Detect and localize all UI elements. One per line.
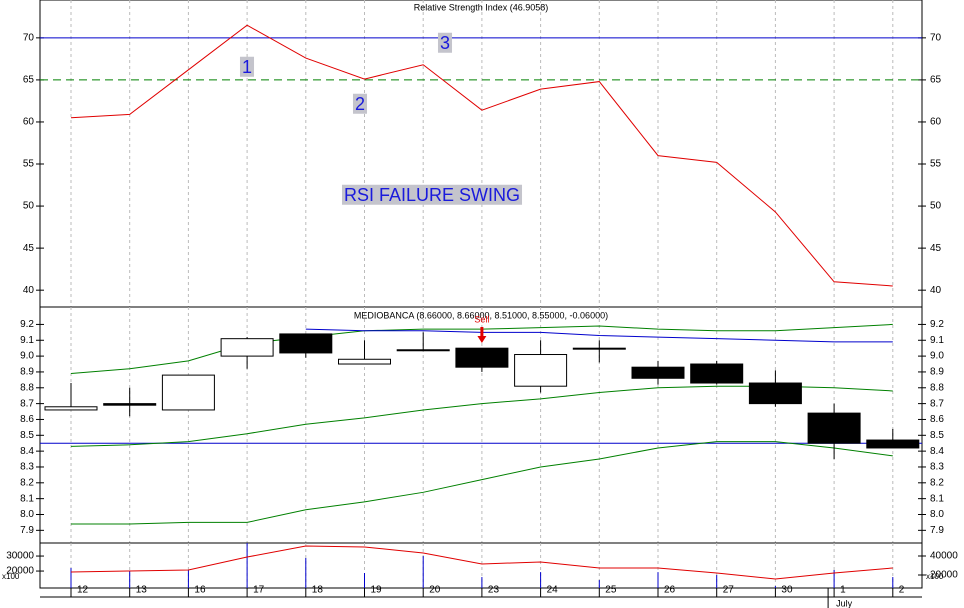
y-tick-label: 55 xyxy=(930,159,942,170)
y-tick-label: 8.4 xyxy=(930,446,944,457)
y-tick-label: 7.9 xyxy=(930,525,944,536)
y-tick-label: 8.5 xyxy=(20,430,34,441)
x-tick-label: 17 xyxy=(253,585,265,596)
y-tick-label: 8.7 xyxy=(20,398,34,409)
x-tick-label: 16 xyxy=(194,585,206,596)
y-tick-label: 8.7 xyxy=(930,398,944,409)
y-tick-label: 20000 xyxy=(6,566,34,577)
x-tick-label: 27 xyxy=(723,585,735,596)
y-unit: x100 xyxy=(2,572,20,581)
month-label: July xyxy=(836,598,853,608)
y-tick-label: 50 xyxy=(23,201,35,212)
annotation: RSI FAILURE SWING xyxy=(344,185,520,205)
candle-body xyxy=(455,347,509,368)
y-tick-label: 8.0 xyxy=(20,509,34,520)
candle-body xyxy=(514,354,568,387)
annotation: 3 xyxy=(440,33,450,53)
signal-arrow xyxy=(477,327,487,343)
y-tick-label: 8.6 xyxy=(20,414,34,425)
x-tick-label: 19 xyxy=(371,585,383,596)
x-tick-label: 24 xyxy=(547,585,559,596)
x-tick-label: 25 xyxy=(605,585,617,596)
y-tick-label: 55 xyxy=(23,159,35,170)
y-tick-label: 30000 xyxy=(6,551,34,562)
y-tick-label: 8.3 xyxy=(930,462,944,473)
y-tick-label: 8.4 xyxy=(20,446,34,457)
y-tick-label: 40 xyxy=(930,285,942,296)
y-tick-label: 9.0 xyxy=(20,351,34,362)
annotation-box xyxy=(437,32,453,53)
y-tick-label: 60 xyxy=(930,117,942,128)
x-tick-label: 12 xyxy=(77,585,89,596)
y-tick-label: 20000 xyxy=(930,570,958,581)
y-tick-label: 8.8 xyxy=(930,382,944,393)
y-tick-label: 7.9 xyxy=(20,525,34,536)
x-tick-label: 20 xyxy=(429,585,441,596)
candle-body xyxy=(220,338,274,357)
y-tick-label: 40 xyxy=(23,285,35,296)
y-tick-label: 45 xyxy=(23,243,35,254)
rsi-line xyxy=(70,24,893,287)
candle-body xyxy=(279,333,333,354)
candle-body xyxy=(103,403,157,406)
y-tick-label: 8.6 xyxy=(930,414,944,425)
y-tick-label: 8.9 xyxy=(20,367,34,378)
candle-body xyxy=(572,347,626,350)
y-tick-label: 8.9 xyxy=(930,367,944,378)
y-tick-label: 8.2 xyxy=(930,477,944,488)
candle-body xyxy=(161,374,215,411)
overlay-line xyxy=(71,441,893,525)
y2-unit: x100 xyxy=(926,572,944,581)
y-tick-label: 50 xyxy=(930,201,942,212)
candle-body xyxy=(396,349,450,352)
candle-body xyxy=(807,412,861,444)
annotation-box xyxy=(239,56,255,77)
y-tick-label: 9.1 xyxy=(930,335,944,346)
y-tick-label: 9.0 xyxy=(930,351,944,362)
y-tick-label: 8.0 xyxy=(930,509,944,520)
volume-average-line xyxy=(70,545,893,580)
y-tick-label: 8.3 xyxy=(20,462,34,473)
signal-label: Sell xyxy=(474,314,489,324)
candle-body xyxy=(690,363,744,384)
candle-body xyxy=(866,439,920,449)
y-tick-label: 60 xyxy=(23,117,35,128)
x-tick-label: 13 xyxy=(136,585,148,596)
candle-body xyxy=(631,366,685,379)
y-tick-label: 8.1 xyxy=(20,493,34,504)
y-tick-label: 8.2 xyxy=(20,477,34,488)
x-tick-label: 30 xyxy=(781,585,793,596)
annotation: 2 xyxy=(355,94,365,114)
x-tick-label: 2 xyxy=(899,585,905,596)
y-tick-label: 8.5 xyxy=(930,430,944,441)
chart-title: MEDIOBANCA (8.66000, 8.66000, 8.51000, 8… xyxy=(354,310,608,320)
y-tick-label: 70 xyxy=(23,32,35,43)
y-tick-label: 9.1 xyxy=(20,335,34,346)
y-tick-label: 65 xyxy=(930,75,942,86)
x-tick-label: 23 xyxy=(488,585,500,596)
y-tick-label: 70 xyxy=(930,32,942,43)
y-tick-label: 45 xyxy=(930,243,942,254)
annotation: 1 xyxy=(242,57,252,77)
chart-title: Relative Strength Index (46.9058) xyxy=(414,2,549,12)
y-tick-label: 8.8 xyxy=(20,382,34,393)
x-tick-label: 1 xyxy=(840,585,846,596)
overlay-line xyxy=(305,328,893,343)
candle-body xyxy=(44,406,98,411)
y-tick-label: 9.2 xyxy=(930,319,944,330)
annotation-box xyxy=(352,93,368,114)
panel-frame xyxy=(39,542,923,589)
x-tick-label: 18 xyxy=(312,585,324,596)
y-tick-label: 40000 xyxy=(930,551,958,562)
y-tick-label: 65 xyxy=(23,75,35,86)
annotation-box xyxy=(341,184,523,205)
candle-body xyxy=(338,358,391,365)
x-tick-label: 26 xyxy=(664,585,676,596)
candle-body xyxy=(748,382,802,405)
y-tick-label: 9.2 xyxy=(20,319,34,330)
y-tick-label: 8.1 xyxy=(930,493,944,504)
